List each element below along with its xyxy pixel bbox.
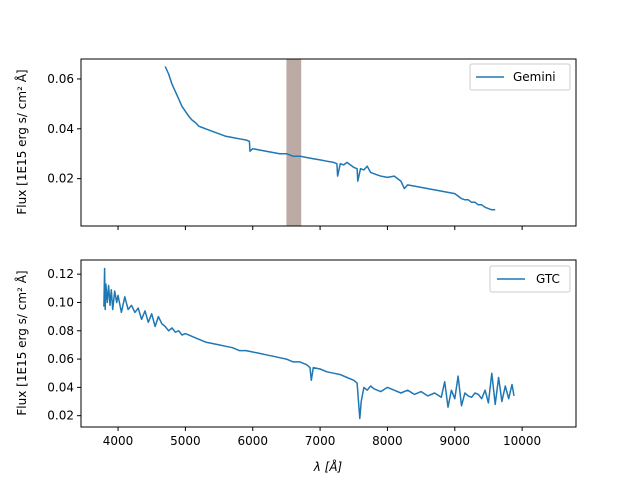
top-y-axis: 0.02 0.04 0.06 [47,72,81,186]
top-legend-label: Gemini [513,70,556,84]
bottom-x-tick-label: 4000 [103,434,134,448]
bottom-legend-label: GTC [536,272,560,286]
bottom-y-axis: 0.02 0.04 0.06 0.08 0.10 0.12 [47,267,81,423]
top-shaded-region [286,59,302,226]
bottom-y-tick-label: 0.06 [47,352,74,366]
top-series-line-gemini [164,66,496,211]
top-legend-frame [469,63,571,91]
bottom-legend-frame [489,265,571,293]
top-plot-area [80,58,577,227]
bottom-y-tick-label: 0.02 [47,409,74,423]
bottom-legend: GTC [489,265,571,293]
bottom-x-axis: 4000 5000 6000 7000 8000 9000 10000 [103,427,541,448]
bottom-plot-panel: 4000 5000 6000 7000 8000 9000 10000 0.020.040.… [14,259,577,474]
bottom-y-tick-label: 0.04 [47,380,74,394]
bottom-y-axis-label: Flux [1E15 erg s/ cm² Å] [14,270,29,415]
bottom-y-tick-label: 0.10 [47,295,74,309]
bottom-plot-area [80,259,577,428]
top-axes-frame [80,58,577,227]
bottom-x-axis-label: λ [Å] [313,459,343,474]
bottom-x-tick-label: 5000 [170,434,201,448]
top-plot-panel: 0.02 0.04 0.06 Flux [1E15 erg s/ cm² Å] Ge… [14,58,577,230]
top-y-tick-label: 0.02 [47,172,74,186]
top-x-axis [117,226,523,230]
bottom-axes-frame [80,259,577,428]
bottom-x-tick-label: 7000 [305,434,336,448]
bottom-series-line-gtc [103,267,515,420]
top-y-axis-label: Flux [1E15 erg s/ cm² Å] [14,69,29,214]
bottom-y-tick-label: 0.12 [47,267,74,281]
top-y-tick-label: 0.04 [47,122,74,136]
bottom-x-tick-label: 9000 [440,434,471,448]
bottom-x-tick-label: 10000 [503,434,541,448]
bottom-y-tick-label: 0.08 [47,324,74,338]
top-legend: Gemini [469,63,571,91]
bottom-x-tick-label: 8000 [372,434,403,448]
top-y-tick-label: 0.06 [47,72,74,86]
bottom-x-tick-label: 6000 [237,434,268,448]
